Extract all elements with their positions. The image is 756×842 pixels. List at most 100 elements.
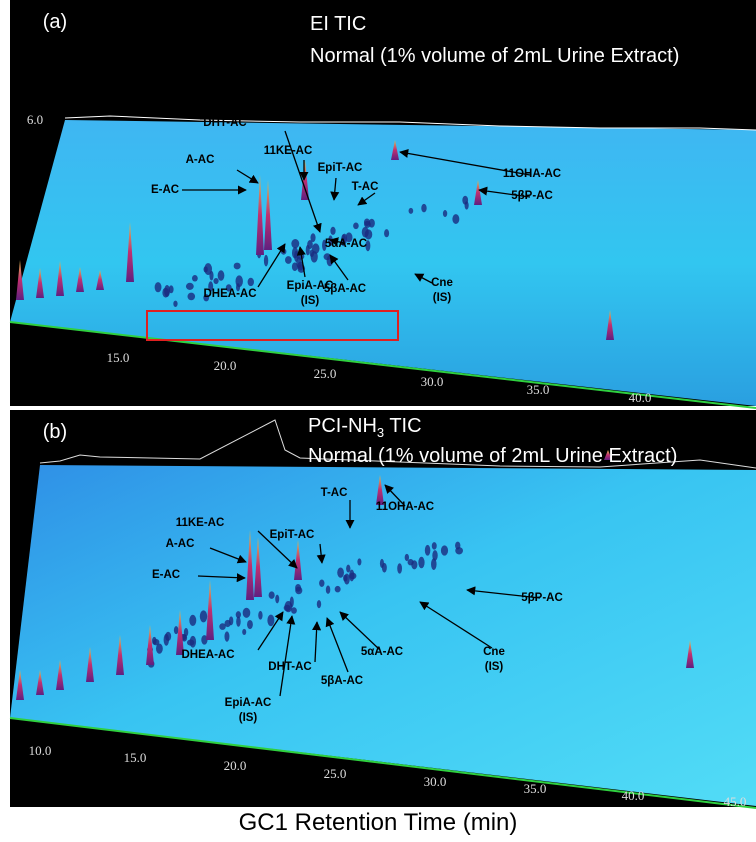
annotation: DHT-AC [203, 117, 246, 129]
peak [16, 670, 24, 700]
annotation: DHEA-AC [181, 649, 234, 661]
x-tick-label: 25.0 [314, 366, 337, 381]
annotation: 5αA-AC [361, 646, 403, 658]
spot [432, 550, 438, 561]
spot [334, 585, 341, 593]
spot [268, 591, 275, 599]
spot [291, 239, 300, 249]
peak [36, 670, 44, 695]
spot [424, 544, 431, 556]
spot [337, 567, 344, 578]
axis-edge [9, 717, 756, 809]
x-tick-label: 40.0 [622, 788, 645, 803]
annotation-note: (IS) [301, 295, 320, 307]
x-tick-label: 35.0 [524, 781, 547, 796]
spot [154, 282, 162, 293]
spot [291, 607, 297, 614]
spot [173, 300, 178, 307]
spot [173, 626, 179, 635]
spot [325, 585, 331, 594]
spot [242, 628, 247, 636]
y-tick-label: 6.0 [27, 112, 43, 127]
spot [208, 281, 214, 292]
peak [686, 640, 694, 668]
spot [326, 255, 334, 267]
spot [285, 256, 292, 264]
x-tick-label: 35.0 [527, 382, 550, 397]
spot [408, 207, 414, 214]
x-tick-label: 10.0 [29, 743, 52, 758]
spot [185, 282, 194, 290]
annotation-arrow [325, 617, 349, 673]
annotation-note: (IS) [485, 661, 504, 673]
spot [242, 607, 251, 618]
annotation: 11OHA-AC [503, 168, 561, 180]
spot [283, 604, 291, 612]
spot [431, 542, 437, 550]
annotation: A-AC [166, 538, 195, 550]
annotation-arrow [284, 130, 322, 233]
peak [391, 140, 399, 160]
spot [379, 558, 385, 568]
peak [256, 175, 264, 255]
spot [189, 635, 197, 648]
annotation: EpiA-AC [287, 280, 334, 292]
annotation: 5αA-AC [325, 238, 367, 250]
spot [330, 226, 336, 235]
spot [322, 239, 327, 252]
spot [201, 635, 208, 645]
spot [236, 283, 241, 292]
annotation: EpiT-AC [270, 529, 315, 541]
spot [464, 201, 469, 210]
annotation-note: (IS) [239, 712, 258, 724]
annotation-arrow [399, 148, 531, 176]
spot [311, 243, 320, 254]
peak [56, 660, 64, 690]
annotation-arrow [279, 615, 296, 697]
annotation-arrow [330, 177, 340, 201]
panel-title: PCI-NH3 TIC [308, 415, 422, 440]
spot [225, 284, 232, 292]
x-tick-label: 30.0 [424, 774, 447, 789]
annotation: E-AC [152, 569, 180, 581]
annotation-arrow [257, 530, 298, 569]
spot [228, 616, 234, 626]
annotation: Cne [431, 277, 453, 289]
peak [56, 261, 64, 296]
annotation: EpiA-AC [225, 697, 272, 709]
x-tick-label: 20.0 [214, 358, 237, 373]
spot [236, 616, 241, 627]
annotation: T-AC [321, 487, 348, 499]
spot [291, 262, 298, 272]
peak [76, 267, 84, 292]
spot [319, 579, 325, 587]
annotation-arrow [296, 246, 306, 278]
x-axis-title: GC1 Retention Time (min) [239, 809, 518, 836]
spot [224, 631, 230, 642]
spot [316, 600, 322, 609]
spot [349, 572, 357, 580]
annotation: A-AC [186, 154, 215, 166]
annotation-arrow [357, 192, 376, 206]
spot [189, 614, 197, 627]
spot [353, 222, 359, 230]
spot [164, 284, 171, 297]
panel-label: (a) [43, 11, 67, 33]
annotation-arrow [236, 169, 259, 184]
spot [442, 210, 448, 218]
spot [247, 619, 253, 630]
peak [16, 260, 24, 300]
annotation-arrow [414, 273, 433, 284]
annotation-arrow [384, 484, 406, 507]
tic-trace [64, 115, 756, 131]
peak [246, 530, 254, 600]
tic-trace [39, 419, 756, 469]
annotation-note: (IS) [433, 292, 452, 304]
x-tick-label: 15.0 [124, 750, 147, 765]
x-tick-label: 40.0 [629, 390, 652, 405]
spot [275, 594, 280, 604]
spot [397, 563, 403, 574]
spot [440, 545, 449, 556]
